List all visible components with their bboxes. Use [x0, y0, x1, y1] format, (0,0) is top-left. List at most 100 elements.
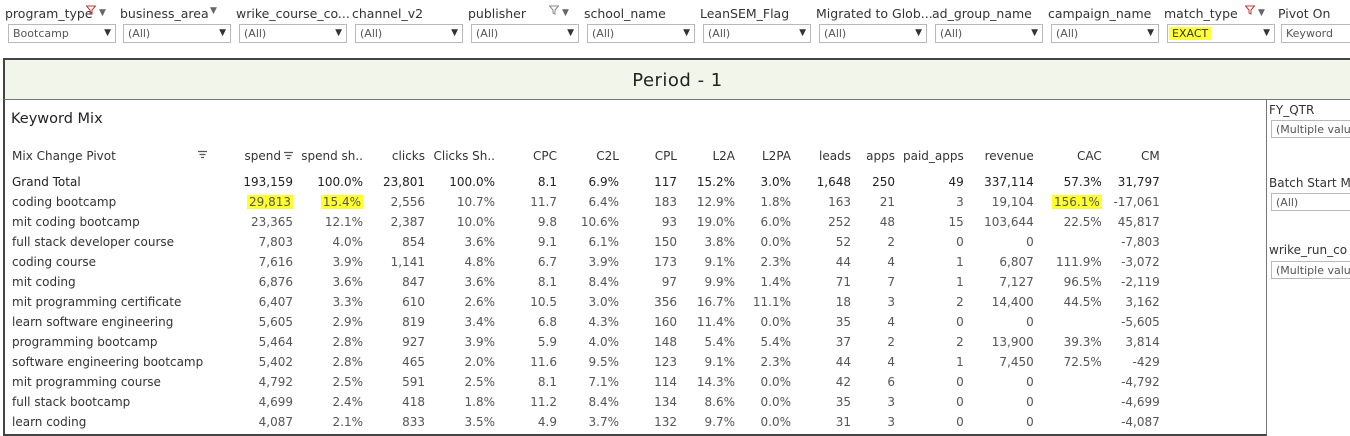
row-label: learn software engineering	[12, 315, 174, 329]
filter-value: (All)	[824, 27, 847, 40]
table-row[interactable]: software engineering bootcamp 5,402 2.8% 46…	[8, 352, 1168, 372]
row-label: coding course	[12, 255, 97, 269]
table-cell: 96.5%	[1063, 275, 1102, 289]
column-header[interactable]: leads	[799, 146, 859, 166]
filter-dropdown[interactable]: (All) ▼	[935, 24, 1043, 43]
table-cell: 15	[948, 215, 964, 229]
table-cell: 8.1	[537, 375, 557, 389]
table-cell: 3.8%	[704, 235, 736, 249]
table-row[interactable]: learn coding 4,087 2.1% 833 3.5% 4.9 3.7% 132 9.…	[8, 412, 1168, 432]
table-cell: 356	[654, 295, 677, 309]
filter-dropdown[interactable]: (All) ▼	[703, 24, 811, 43]
column-header[interactable]: Clicks Sh..	[433, 146, 503, 166]
filter-dropdown[interactable]: (All) ▼	[587, 24, 695, 43]
table-row[interactable]: programming bootcamp 5,464 2.8% 927 3.9% 5.9 4…	[8, 332, 1168, 352]
column-header[interactable]: CPL	[627, 146, 685, 166]
filter-dropdown[interactable]: (All) ▼	[1051, 24, 1159, 43]
table-cell: 150	[654, 235, 677, 249]
table-cell: 0	[1026, 375, 1034, 389]
table-cell: 854	[402, 235, 425, 249]
table-row[interactable]: mit programming course 4,792 2.5% 591 2.5% 8.…	[8, 372, 1168, 392]
column-header[interactable]: revenue	[972, 146, 1042, 166]
column-header-label: spend	[244, 149, 281, 163]
table-cell: 57.3%	[1063, 175, 1102, 189]
filter-dropdown[interactable]: EXACT ▼	[1167, 24, 1275, 43]
filter-dropdown[interactable]: (All) ▼	[123, 24, 231, 43]
column-header[interactable]: Mix Change Pivot	[8, 146, 213, 166]
column-header[interactable]: CM	[1110, 146, 1168, 166]
column-header[interactable]: spend sh..	[301, 146, 371, 166]
column-header-label: leads	[819, 149, 851, 163]
table-cell: 29,813	[213, 192, 301, 212]
table-cell: 193,159	[243, 175, 293, 189]
table-cell: 2,387	[390, 215, 425, 229]
filter-dropdown[interactable]: (All) ▼	[355, 24, 463, 43]
filter-dropdown[interactable]: (All) ▼	[239, 24, 347, 43]
table-cell: 3	[887, 295, 895, 309]
table-row[interactable]: mit coding 6,876 3.6% 847 3.6% 8.1 8.4% 97 9.9% 1…	[8, 272, 1168, 292]
filter-menu-button[interactable]: ▼	[548, 5, 569, 18]
table-row[interactable]: mit coding bootcamp 23,365 12.1% 2,387 10.0%…	[8, 212, 1168, 232]
sort-icon[interactable]	[198, 149, 207, 162]
filter-dropdown[interactable]: Keyword	[1281, 24, 1350, 43]
table-cell: 52	[835, 235, 851, 249]
column-header[interactable]: apps	[859, 146, 903, 166]
column-header[interactable]: CPC	[503, 146, 565, 166]
column-header[interactable]: paid_apps	[903, 146, 972, 166]
side-filter-panel: FY_QTR (Multiple values) Batch Start M (All…	[1267, 100, 1350, 436]
table-cell: 163	[828, 195, 851, 209]
column-header[interactable]: C2L	[565, 146, 627, 166]
column-header[interactable]: L2PA	[743, 146, 799, 166]
table-cell: -429	[1132, 355, 1160, 369]
column-header[interactable]: L2A	[685, 146, 743, 166]
side-filter-dropdown[interactable]: (All)	[1271, 193, 1350, 211]
table-row[interactable]: coding bootcamp 29,813 15.4% 2,556 10.7% 11.7…	[8, 192, 1168, 212]
filter-dropdown[interactable]: Bootcamp ▼	[8, 24, 116, 43]
filter-menu-button[interactable]: ▼	[1244, 5, 1265, 18]
table-cell: 3	[887, 415, 895, 429]
column-header-label: CPL	[654, 149, 677, 163]
column-header[interactable]: CAC	[1042, 146, 1110, 166]
table-row[interactable]: learn software engineering 5,605 2.9% 819 3.…	[8, 312, 1168, 332]
table-cell: 0	[1026, 415, 1034, 429]
table-cell: 9.1	[537, 235, 557, 249]
filter-label: match_type	[1164, 6, 1238, 21]
table-cell: 11.1%	[752, 295, 791, 309]
chevron-down-icon: ▼	[915, 28, 922, 38]
table-row[interactable]: coding course 7,616 3.9% 1,141 4.8% 6.7 3.9% 17…	[8, 252, 1168, 272]
filter-dropdown[interactable]: (All) ▼	[819, 24, 927, 43]
table-cell: -17,061	[1113, 195, 1160, 209]
column-header[interactable]: clicks	[371, 146, 433, 166]
table-cell: 5.4%	[704, 335, 736, 349]
table-cell: 35	[835, 315, 851, 329]
sort-icon[interactable]	[284, 149, 293, 163]
table-cell: 8.4%	[588, 395, 620, 409]
table-cell: 71	[835, 275, 851, 289]
column-header-label: revenue	[984, 149, 1034, 163]
filter-menu-button[interactable]: ▼	[85, 5, 106, 18]
filter-label: program_type	[5, 6, 93, 21]
table-cell: 4,087	[258, 415, 293, 429]
filter-value: Keyword	[1286, 27, 1333, 40]
chevron-down-icon: ▼	[1263, 28, 1270, 38]
table-cell: 4.8%	[464, 255, 496, 269]
column-header[interactable]: spend	[213, 146, 301, 166]
filter-label: LeanSEM_Flag	[700, 6, 790, 21]
side-filter-dropdown[interactable]: (Multiple values)	[1271, 120, 1350, 138]
table-cell: 18	[835, 295, 851, 309]
table-cell: 132	[654, 415, 677, 429]
filter-value: (All)	[708, 27, 731, 40]
table-cell: 0	[956, 415, 964, 429]
table-cell: 6,807	[999, 255, 1034, 269]
filter-menu-button[interactable]: ▼	[210, 5, 217, 16]
grand-total-row[interactable]: Grand Total 193,159 100.0% 23,801 100.0% 8.1 6…	[8, 172, 1168, 192]
table-cell: 10.5	[530, 295, 557, 309]
table-cell: 6.7	[537, 255, 557, 269]
filter-dropdown[interactable]: (All) ▼	[471, 24, 579, 43]
table-row[interactable]: full stack developer course 7,803 4.0% 854 3…	[8, 232, 1168, 252]
filter-wrike-course-co: wrike_course_co... (All) ▼	[231, 3, 351, 43]
table-row[interactable]: full stack bootcamp 4,699 2.4% 418 1.8% 11.2 8…	[8, 392, 1168, 412]
table-row[interactable]: mit programming certificate 6,407 3.3% 610 2…	[8, 292, 1168, 312]
side-filter-dropdown[interactable]: (Multiple values)	[1271, 261, 1350, 279]
table-cell: 5,464	[258, 335, 293, 349]
